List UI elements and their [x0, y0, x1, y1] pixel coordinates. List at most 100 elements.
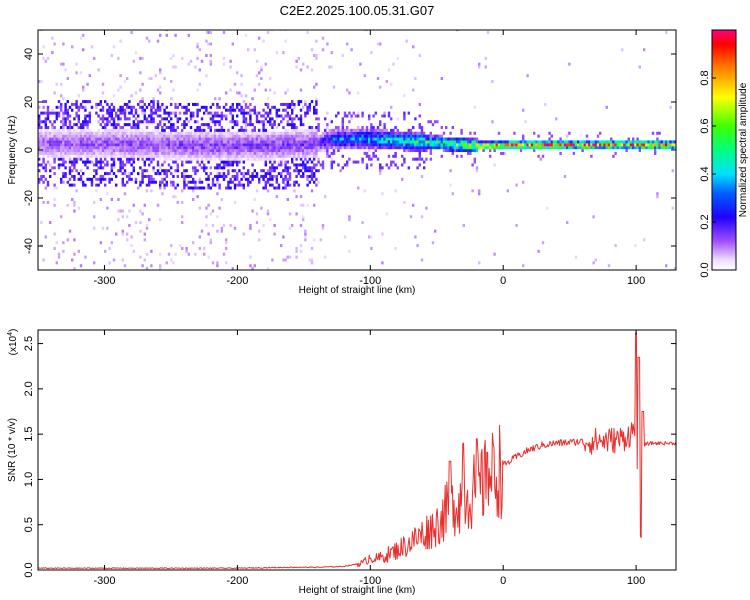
spectrogram-cell — [181, 143, 184, 147]
spectrogram-cell — [90, 160, 94, 164]
spectrogram-cell — [475, 149, 479, 153]
spectrogram-cell — [60, 94, 63, 98]
spectrogram-cell — [222, 56, 226, 60]
snr-y-tick-label: 1.5 — [23, 427, 35, 442]
spectrogram-cell — [469, 143, 472, 147]
spectrogram-cell — [141, 137, 144, 141]
spectrogram-cell — [99, 241, 102, 245]
spectrogram-cell — [68, 160, 72, 164]
spectrogram-cell — [429, 157, 432, 161]
spectrogram-cell — [359, 146, 362, 150]
spectrogram-cell — [416, 166, 419, 170]
spectrogram-cell — [348, 120, 351, 124]
spectrogram-cell — [121, 172, 124, 176]
spectrogram-cell — [220, 172, 223, 176]
spectrogram-cell — [152, 102, 155, 106]
spectrogram-cell — [209, 146, 212, 150]
spectrogram-cell — [159, 172, 162, 176]
spectrogram-cell — [429, 140, 432, 144]
spectrogram-cell — [288, 172, 292, 176]
spectrogram-cell — [233, 108, 237, 112]
spectrogram-cell — [258, 82, 261, 86]
spectrogram-cell — [405, 39, 408, 43]
spectrogram-cell — [73, 117, 76, 121]
spectrogram-cell — [269, 166, 272, 170]
spectrogram-cell — [170, 180, 173, 184]
spectrogram-cell — [282, 169, 285, 173]
spectrogram-cell — [192, 157, 195, 161]
spectrogram-cell — [387, 154, 391, 158]
spectrogram-cell — [86, 134, 89, 138]
spectrogram-cell — [412, 88, 415, 92]
spectrogram-cell — [156, 123, 160, 127]
spectrogram-cell — [123, 264, 127, 268]
spectrogram-cell — [154, 172, 157, 176]
spectrogram-cell — [123, 183, 127, 187]
spectrogram-cell — [38, 149, 41, 153]
spectrogram-cell — [73, 200, 76, 204]
spectrogram-cell — [412, 131, 415, 135]
spectrogram-cell — [440, 134, 443, 138]
spectrogram-cell — [363, 128, 366, 132]
spectrogram-cell — [568, 143, 571, 147]
spectrogram-cell — [150, 174, 153, 178]
spectrogram-cell — [601, 140, 604, 144]
spectrogram-cell — [132, 134, 135, 138]
spectrogram-cell — [200, 146, 204, 150]
spectrogram-cell — [643, 140, 646, 144]
spectrogram-cell — [295, 174, 298, 178]
spectrogram-cell — [643, 48, 646, 52]
spectrogram-cell — [632, 143, 635, 147]
spectrogram-cell — [231, 169, 234, 173]
spectrogram-cell — [310, 174, 314, 178]
spectrogram-cell — [581, 146, 584, 150]
spectrogram-cell — [275, 126, 278, 129]
spectrogram-cell — [148, 183, 151, 187]
spectrogram-cell — [123, 169, 127, 173]
spectrogram-cell — [117, 218, 120, 222]
spectrogram-cell — [365, 166, 369, 170]
spectrogram-cell — [559, 143, 562, 147]
spectrogram-cell — [143, 163, 146, 167]
spectrogram-cell — [275, 114, 278, 118]
spectrogram-cell — [222, 166, 226, 170]
spectrogram-cell — [93, 146, 96, 150]
spectrogram-cell — [258, 149, 261, 153]
spectrogram-cell — [453, 140, 457, 144]
spectrogram-cell — [75, 102, 78, 106]
spectrogram-cell — [75, 146, 78, 150]
spectrogram-cell — [209, 212, 212, 216]
spectrogram-cell — [324, 131, 327, 135]
spectrogram-cell — [218, 183, 221, 187]
spectrogram-cell — [68, 126, 72, 129]
spectrogram-cell — [313, 146, 316, 150]
spectrogram-cell — [401, 134, 404, 138]
spectrogram-cell — [192, 186, 195, 190]
spectrogram-cell — [233, 183, 237, 187]
spectrogram-cell — [242, 134, 245, 138]
spectrogram-cell — [420, 215, 424, 219]
spectrogram-cell — [390, 160, 393, 164]
spectrogram-cell — [139, 221, 142, 225]
spectrogram-cell — [269, 172, 272, 176]
spectrogram-cell — [563, 146, 567, 150]
spectrogram-cell — [57, 157, 61, 161]
spectrogram-cell — [51, 111, 54, 115]
spectrogram-cell — [57, 252, 61, 256]
spectrogram-cell — [165, 126, 168, 129]
spectrogram-cell — [370, 131, 373, 135]
spectrogram-cell — [192, 166, 195, 170]
spectrogram-cell — [233, 154, 237, 158]
spectrogram-cell — [352, 146, 355, 150]
spectrogram-cell — [304, 238, 307, 242]
spectrogram-cell — [535, 140, 538, 144]
spectrogram-cell — [339, 169, 342, 173]
spectrogram-cell — [249, 137, 252, 141]
spectrogram-cell — [126, 140, 129, 144]
spectrogram-cell — [71, 108, 74, 112]
spectrogram-cell — [269, 111, 272, 115]
spectrogram-cell — [603, 143, 606, 147]
spectrogram-cell — [396, 137, 399, 141]
spectrogram-cell — [137, 146, 140, 150]
spectrogram-cell — [119, 140, 122, 144]
